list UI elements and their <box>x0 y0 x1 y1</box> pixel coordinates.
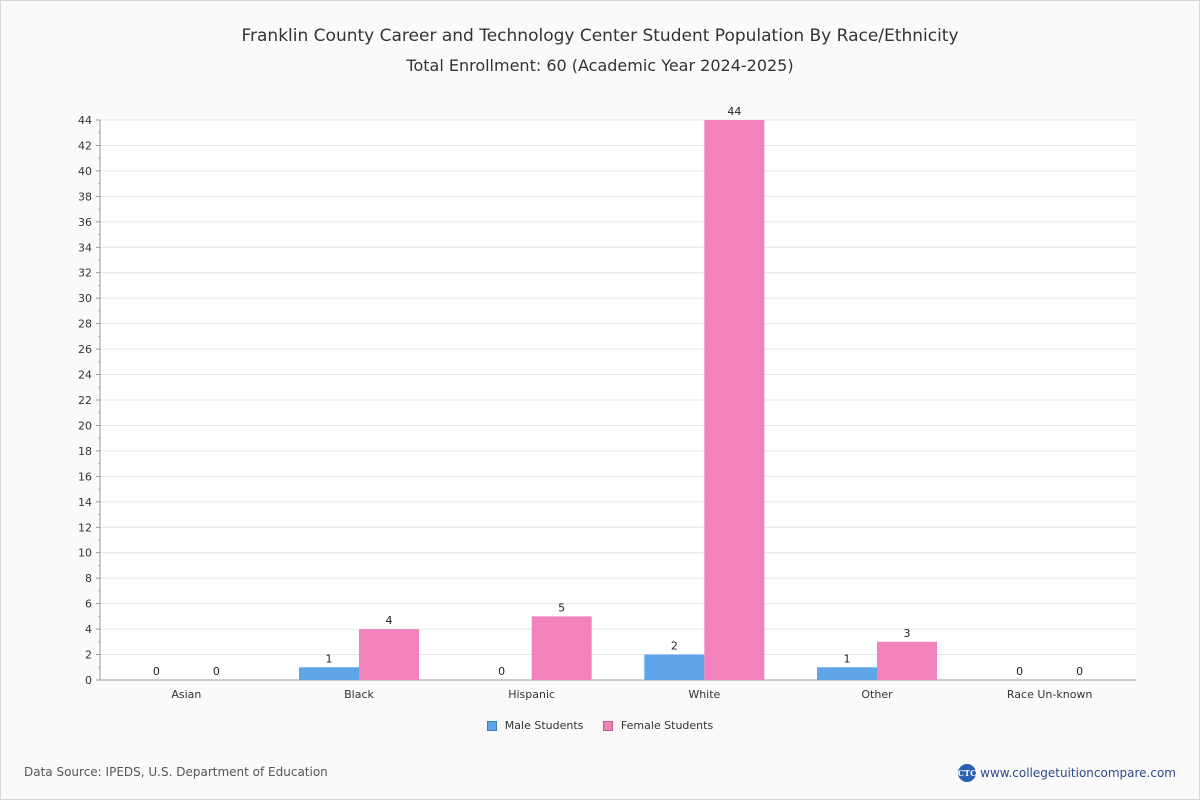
y-tick-label: 28 <box>78 318 92 331</box>
y-tick-label: 4 <box>85 623 92 636</box>
y-tick-label: 14 <box>78 496 92 509</box>
x-tick-label: Hispanic <box>508 688 555 701</box>
y-tick-label: 6 <box>85 598 92 611</box>
bar-male-black <box>299 667 359 680</box>
data-label: 0 <box>1016 665 1023 678</box>
chart-title: Franklin County Career and Technology Ce… <box>241 26 959 46</box>
data-label: 5 <box>558 601 565 614</box>
bar-female-other <box>877 641 937 680</box>
x-tick-label: Other <box>861 688 893 701</box>
data-label: 44 <box>727 105 741 118</box>
bar-male-white <box>644 654 705 680</box>
x-tick-label: White <box>688 688 720 701</box>
brand-link[interactable]: CTC www.collegetuitioncompare.com <box>958 764 1176 782</box>
y-tick-label: 0 <box>85 674 92 687</box>
legend-swatch-male <box>486 720 497 731</box>
y-tick-label: 18 <box>78 445 92 458</box>
legend: Male Students Female Students <box>0 719 1200 734</box>
ctc-logo-icon: CTC <box>958 764 976 782</box>
bar-female-white <box>704 120 765 680</box>
bar-female-black <box>359 629 419 680</box>
chart-subtitle: Total Enrollment: 60 (Academic Year 2024… <box>406 56 794 75</box>
data-label: 1 <box>844 652 851 665</box>
y-tick-label: 38 <box>78 190 92 203</box>
y-tick-label: 16 <box>78 470 92 483</box>
x-tick-label: Asian <box>171 688 201 701</box>
data-label: 0 <box>213 665 220 678</box>
x-tick-label: Black <box>344 688 374 701</box>
y-tick-label: 10 <box>78 547 92 560</box>
data-label: 2 <box>671 640 678 653</box>
y-tick-label: 26 <box>78 343 92 356</box>
y-tick-label: 30 <box>78 292 92 305</box>
y-tick-label: 42 <box>78 139 92 152</box>
data-label: 0 <box>1076 665 1083 678</box>
legend-item-female[interactable]: Female Students <box>602 719 714 732</box>
data-source: Data Source: IPEDS, U.S. Department of E… <box>24 765 328 779</box>
legend-swatch-female <box>602 720 613 731</box>
data-label: 3 <box>904 627 911 640</box>
y-tick-label: 40 <box>78 165 92 178</box>
data-label: 1 <box>326 652 333 665</box>
legend-label-female: Female Students <box>620 719 714 732</box>
bar-female-hispanic <box>531 616 592 680</box>
y-tick-label: 8 <box>85 572 92 585</box>
data-label: 0 <box>153 665 160 678</box>
y-tick-label: 12 <box>78 521 92 534</box>
y-tick-label: 44 <box>78 114 92 127</box>
y-tick-label: 20 <box>78 419 92 432</box>
bar-male-other <box>817 667 877 680</box>
y-tick-label: 32 <box>78 267 92 280</box>
brand-url: www.collegetuitioncompare.com <box>980 766 1176 780</box>
data-label: 4 <box>386 614 393 627</box>
legend-label-male: Male Students <box>504 719 584 732</box>
x-tick-label: Race Un-known <box>1007 688 1093 701</box>
y-tick-label: 24 <box>78 369 92 382</box>
y-tick-label: 36 <box>78 216 92 229</box>
legend-item-male[interactable]: Male Students <box>486 719 584 732</box>
y-tick-label: 2 <box>85 649 92 662</box>
y-tick-label: 22 <box>78 394 92 407</box>
data-label: 0 <box>498 665 505 678</box>
y-tick-label: 34 <box>78 241 92 254</box>
